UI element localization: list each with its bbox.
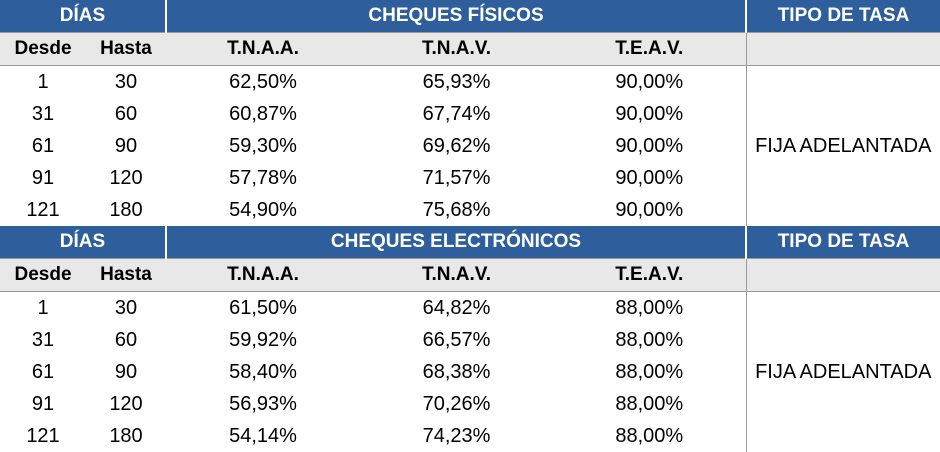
- tnaa-header: T.N.A.A.: [166, 259, 360, 292]
- tnaa-cell: 62,50%: [166, 66, 360, 99]
- desde-header: Desde: [0, 33, 86, 66]
- hasta-cell: 30: [86, 292, 166, 325]
- tnav-header: T.N.A.V.: [360, 259, 553, 292]
- desde-cell: 91: [0, 162, 86, 194]
- teav-cell: 90,00%: [553, 162, 746, 194]
- tnav-cell: 67,74%: [360, 98, 553, 130]
- hasta-header: Hasta: [86, 33, 166, 66]
- hasta-cell: 60: [86, 98, 166, 130]
- desde-cell: 1: [0, 66, 86, 99]
- hasta-header: Hasta: [86, 259, 166, 292]
- teav-cell: 88,00%: [553, 356, 746, 388]
- hasta-cell: 90: [86, 130, 166, 162]
- hasta-cell: 180: [86, 420, 166, 452]
- hasta-cell: 180: [86, 194, 166, 226]
- desde-cell: 31: [0, 324, 86, 356]
- tnav-cell: 71,57%: [360, 162, 553, 194]
- hasta-cell: 120: [86, 162, 166, 194]
- tnav-cell: 68,38%: [360, 356, 553, 388]
- hasta-cell: 60: [86, 324, 166, 356]
- tipo-subheader-blank: [746, 259, 940, 292]
- tnaa-cell: 59,92%: [166, 324, 360, 356]
- tnav-cell: 64,82%: [360, 292, 553, 325]
- tnaa-cell: 56,93%: [166, 388, 360, 420]
- section-title: CHEQUES FÍSICOS: [166, 0, 746, 33]
- tnaa-cell: 58,40%: [166, 356, 360, 388]
- hasta-cell: 90: [86, 356, 166, 388]
- tnaa-cell: 61,50%: [166, 292, 360, 325]
- tipo-header: TIPO DE TASA: [746, 226, 940, 259]
- teav-cell: 90,00%: [553, 98, 746, 130]
- desde-cell: 121: [0, 194, 86, 226]
- teav-cell: 88,00%: [553, 420, 746, 452]
- tnav-cell: 66,57%: [360, 324, 553, 356]
- desde-cell: 121: [0, 420, 86, 452]
- teav-cell: 88,00%: [553, 388, 746, 420]
- desde-cell: 31: [0, 98, 86, 130]
- tnav-cell: 69,62%: [360, 130, 553, 162]
- hasta-cell: 120: [86, 388, 166, 420]
- tipo-value: FIJA ADELANTADA: [746, 292, 940, 452]
- tnav-header: T.N.A.V.: [360, 33, 553, 66]
- dias-header: DÍAS: [0, 0, 166, 33]
- tipo-header: TIPO DE TASA: [746, 0, 940, 33]
- tnaa-cell: 54,14%: [166, 420, 360, 452]
- desde-cell: 61: [0, 356, 86, 388]
- teav-cell: 90,00%: [553, 130, 746, 162]
- teav-cell: 88,00%: [553, 324, 746, 356]
- teav-cell: 88,00%: [553, 292, 746, 325]
- tipo-subheader-blank: [746, 33, 940, 66]
- dias-header: DÍAS: [0, 226, 166, 259]
- teav-cell: 90,00%: [553, 194, 746, 226]
- desde-header: Desde: [0, 259, 86, 292]
- tipo-value: FIJA ADELANTADA: [746, 66, 940, 227]
- desde-cell: 91: [0, 388, 86, 420]
- tnaa-cell: 59,30%: [166, 130, 360, 162]
- tnaa-cell: 54,90%: [166, 194, 360, 226]
- tnav-cell: 65,93%: [360, 66, 553, 99]
- tnaa-cell: 57,78%: [166, 162, 360, 194]
- tnav-cell: 70,26%: [360, 388, 553, 420]
- tnaa-header: T.N.A.A.: [166, 33, 360, 66]
- desde-cell: 61: [0, 130, 86, 162]
- teav-header: T.E.A.V.: [553, 33, 746, 66]
- tnaa-cell: 60,87%: [166, 98, 360, 130]
- teav-cell: 90,00%: [553, 66, 746, 99]
- tnav-cell: 74,23%: [360, 420, 553, 452]
- section-title: CHEQUES ELECTRÓNICOS: [166, 226, 746, 259]
- teav-header: T.E.A.V.: [553, 259, 746, 292]
- tnav-cell: 75,68%: [360, 194, 553, 226]
- hasta-cell: 30: [86, 66, 166, 99]
- desde-cell: 1: [0, 292, 86, 325]
